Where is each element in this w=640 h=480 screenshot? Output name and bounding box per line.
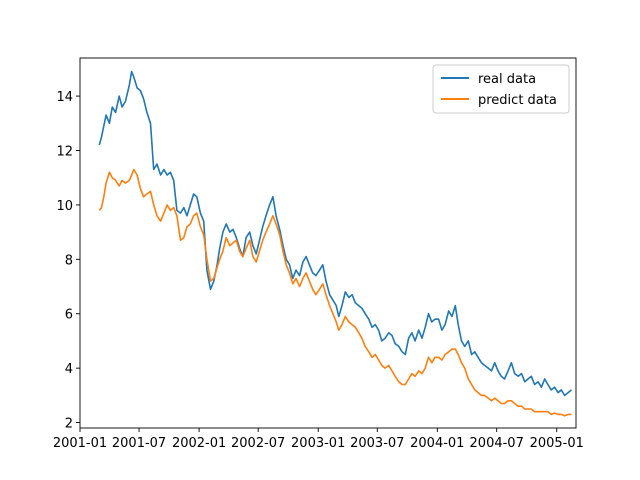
y-tick-label: 14 <box>56 90 73 105</box>
axes-layer: 2 4 6 8 10 12 14 2001-01 2001-07 2002-01 2002-07 20… <box>53 57 584 451</box>
x-tick-label: 2002-07 <box>231 436 285 451</box>
plot-frame <box>79 57 577 429</box>
y-tick-label: 4 <box>65 362 73 377</box>
x-tick-label: 2001-01 <box>53 436 107 451</box>
y-tick-label: 2 <box>65 417 73 432</box>
series-layer <box>98 70 572 417</box>
x-tick-label: 2001-07 <box>112 436 166 451</box>
legend-label-1: predict data <box>478 93 557 108</box>
y-tick-label: 6 <box>65 308 73 323</box>
legend-label-0: real data <box>478 72 536 87</box>
y-tick-label: 8 <box>65 253 73 268</box>
series-line-1 <box>98 168 572 417</box>
x-tick-label: 2004-01 <box>410 436 464 451</box>
series-line-0 <box>98 70 572 397</box>
legend: real data predict data <box>432 64 570 114</box>
x-tick-label: 2003-01 <box>291 436 345 451</box>
x-tick-label: 2004-07 <box>470 436 524 451</box>
x-tick-label: 2005-01 <box>530 436 584 451</box>
x-tick-label: 2002-01 <box>172 436 226 451</box>
y-tick-label: 10 <box>56 199 73 214</box>
x-tick-label: 2003-07 <box>350 436 404 451</box>
y-tick-label: 12 <box>56 145 73 160</box>
